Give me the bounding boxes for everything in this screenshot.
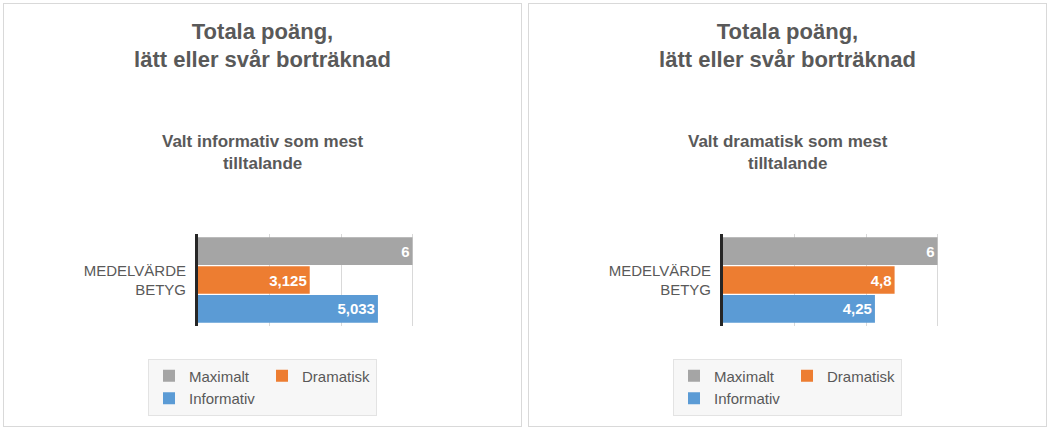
svg-text:Totala poäng,lätt eller svår b: Totala poäng,lätt eller svår borträknad <box>134 19 391 73</box>
svg-text:MEDELVÄRDEBETYG: MEDELVÄRDEBETYG <box>84 262 186 299</box>
svg-text:Informativ: Informativ <box>714 390 780 407</box>
svg-text:Dramatisk: Dramatisk <box>302 368 370 385</box>
svg-text:6: 6 <box>926 243 934 260</box>
svg-text:Valt dramatisk som mesttilltal: Valt dramatisk som mesttilltalande <box>688 132 888 173</box>
svg-text:3,125: 3,125 <box>269 272 307 289</box>
svg-text:Maximalt: Maximalt <box>189 368 250 385</box>
svg-text:4,8: 4,8 <box>871 272 892 289</box>
svg-text:Totala poäng,lätt eller svår b: Totala poäng,lätt eller svår borträknad <box>659 19 916 73</box>
svg-text:Informativ: Informativ <box>189 390 255 407</box>
svg-text:4,25: 4,25 <box>843 300 872 317</box>
svg-text:Maximalt: Maximalt <box>714 368 775 385</box>
svg-text:MEDELVÄRDEBETYG: MEDELVÄRDEBETYG <box>609 262 711 299</box>
svg-text:Dramatisk: Dramatisk <box>827 368 895 385</box>
svg-text:6: 6 <box>401 243 409 260</box>
svg-text:5,033: 5,033 <box>337 300 375 317</box>
svg-text:Valt informativ som mesttillta: Valt informativ som mesttilltalande <box>162 132 364 173</box>
